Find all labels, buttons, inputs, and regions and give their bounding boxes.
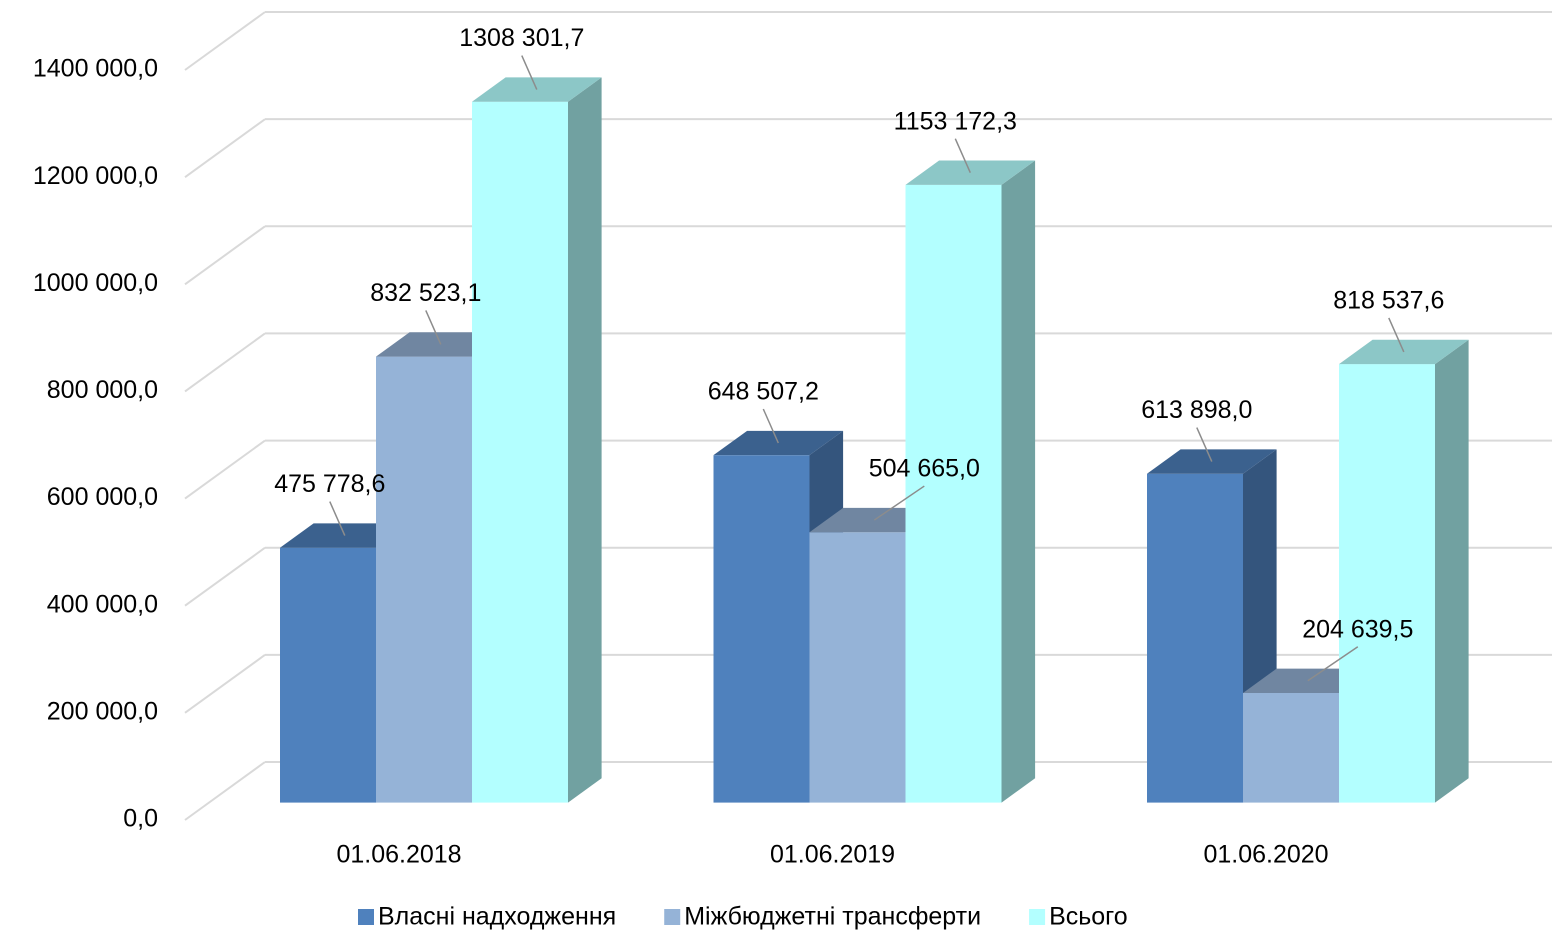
bar-front (1339, 364, 1435, 803)
grid-line (184, 546, 266, 607)
bar-side (1435, 339, 1469, 803)
leader-line (521, 55, 538, 90)
data-label: 1308 301,7 (459, 24, 584, 52)
grid-line (184, 439, 266, 500)
bar (1339, 339, 1469, 803)
grid-line (184, 332, 266, 393)
y-tick-label: 200 000,0 (47, 697, 158, 725)
leader-line (1307, 646, 1359, 682)
data-label: 1153 172,3 (894, 107, 1017, 135)
grid-line (184, 11, 266, 71)
legend-swatch (1029, 909, 1046, 925)
leader-line (873, 485, 925, 521)
grid-line (184, 761, 266, 821)
legend-swatch (358, 909, 374, 925)
leader-line (954, 138, 971, 173)
bar-front (809, 532, 906, 803)
bar-front (905, 184, 1002, 803)
legend-swatch (664, 909, 681, 925)
bar-top (905, 160, 1036, 185)
grid-line (184, 654, 266, 714)
legend-label: Міжбюджетні трансферти (684, 903, 981, 931)
bar-side (1001, 160, 1036, 803)
data-label: 832 523,1 (370, 279, 481, 307)
leader-line (762, 408, 779, 444)
x-tick-label: 01.06.2019 (770, 841, 895, 869)
legend-label: Всього (1049, 903, 1128, 931)
bar (905, 160, 1036, 803)
y-tick-label: 400 000,0 (47, 590, 158, 618)
y-tick-label: 1000 000,0 (33, 269, 158, 297)
grid-line (184, 118, 266, 178)
leader-line (1196, 427, 1213, 462)
leader-line (329, 501, 346, 536)
data-label: 204 639,5 (1302, 615, 1413, 643)
bar-front (713, 455, 810, 803)
grid-line (184, 225, 266, 286)
bar-front (376, 356, 472, 803)
x-tick-label: 01.06.2018 (336, 841, 461, 869)
y-tick-label: 1200 000,0 (33, 162, 158, 190)
bar-front (1243, 692, 1339, 803)
bar (1147, 449, 1277, 803)
bar-front (1147, 473, 1243, 803)
data-label: 504 665,0 (869, 455, 980, 483)
bar-front (280, 547, 376, 803)
legend: Власні надходження Міжбюджетні трансферти… (358, 903, 1128, 931)
legend-label: Власні надходження (378, 903, 616, 931)
bar-side (568, 77, 602, 803)
data-label: 648 507,2 (708, 378, 819, 406)
x-tick-label: 01.06.2020 (1203, 841, 1328, 869)
y-tick-label: 600 000,0 (47, 483, 158, 511)
y-tick-label: 0,0 (123, 805, 158, 833)
leader-line (425, 310, 442, 345)
data-label: 818 537,6 (1333, 287, 1444, 315)
leader-line (1388, 317, 1405, 353)
data-label: 475 778,6 (274, 470, 385, 498)
bar-front (472, 101, 568, 803)
y-tick-label: 1400 000,0 (33, 55, 158, 83)
y-tick-label: 800 000,0 (47, 376, 158, 404)
bar (472, 77, 602, 803)
data-label: 613 898,0 (1141, 396, 1252, 424)
